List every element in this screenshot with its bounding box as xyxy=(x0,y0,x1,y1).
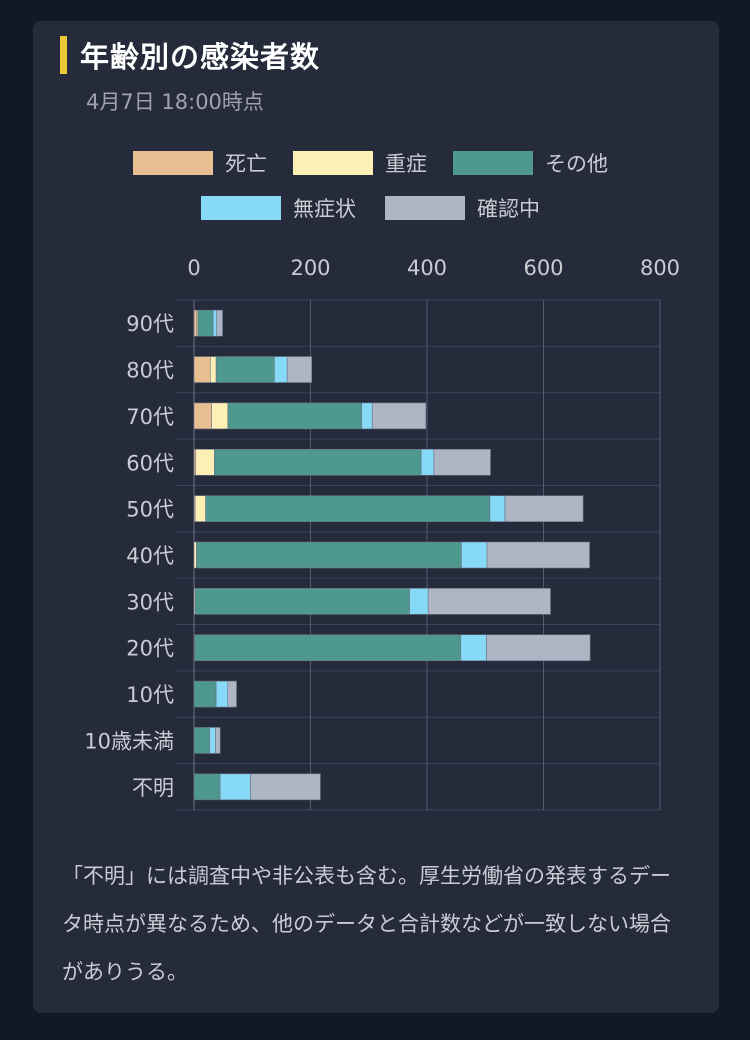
legend-item-confirming[interactable]: 確認中 xyxy=(385,195,540,221)
bar-segment[interactable] xyxy=(227,680,237,708)
legend-label-confirming: 確認中 xyxy=(477,197,540,221)
bar-segment[interactable] xyxy=(489,495,506,522)
legend-item-death[interactable]: 死亡 xyxy=(133,150,267,176)
bar-segment[interactable] xyxy=(194,588,410,615)
legend-swatch-death xyxy=(133,151,213,175)
y-category-label: 50代 xyxy=(126,498,174,522)
bar-segment[interactable] xyxy=(194,634,462,662)
y-category-label: 70代 xyxy=(126,405,174,429)
bar-segment[interactable] xyxy=(274,356,288,383)
bar-segment[interactable] xyxy=(197,309,214,337)
y-category-label: 90代 xyxy=(126,312,174,336)
chart-footnote: 「不明」には調査中や非公表も含む。厚生労働省の発表するデータ時点が異なるため、他… xyxy=(62,864,671,984)
bar-segment[interactable] xyxy=(216,309,223,337)
bar-segment[interactable] xyxy=(486,541,590,569)
bar-segment[interactable] xyxy=(195,448,215,476)
legend-label-death: 死亡 xyxy=(225,152,267,176)
bar-segment[interactable] xyxy=(212,309,218,337)
x-tick-label: 800 xyxy=(640,256,680,280)
bar-segment[interactable] xyxy=(193,680,217,708)
legend-swatch-severe xyxy=(293,151,373,175)
legend-swatch-confirming xyxy=(385,196,465,220)
x-tick-label: 400 xyxy=(407,256,447,280)
bar-segment[interactable] xyxy=(214,448,422,476)
chart-timestamp: 4月7日 18:00時点 xyxy=(86,90,264,114)
bar-segment[interactable] xyxy=(194,495,206,522)
x-tick-label: 600 xyxy=(523,256,563,280)
bar-segment[interactable] xyxy=(193,309,198,337)
bar-segment[interactable] xyxy=(193,727,211,754)
y-category-label: 40代 xyxy=(126,544,174,568)
bar-segment[interactable] xyxy=(193,773,221,801)
bar-segment[interactable] xyxy=(215,356,275,383)
legend-item-asymptomatic[interactable]: 無症状 xyxy=(201,195,356,221)
bar-segment[interactable] xyxy=(286,356,312,383)
legend-swatch-asymptomatic xyxy=(201,196,281,220)
bar-segment[interactable] xyxy=(210,356,217,383)
bar-segment[interactable] xyxy=(209,727,216,754)
legend-item-severe[interactable]: 重症 xyxy=(293,150,427,176)
legend-item-other[interactable]: その他 xyxy=(453,150,608,176)
y-category-label: 10歳未満 xyxy=(84,729,174,753)
bar-segment[interactable] xyxy=(371,402,427,430)
bar-segment[interactable] xyxy=(433,448,491,476)
y-category-label: 10代 xyxy=(126,683,174,707)
y-category-label: 不明 xyxy=(132,776,174,800)
bar-segment[interactable] xyxy=(361,402,373,430)
bar-segment[interactable] xyxy=(486,634,591,662)
bar-segment[interactable] xyxy=(504,495,584,522)
legend-label-asymptomatic: 無症状 xyxy=(293,197,356,221)
legend-swatch-other xyxy=(453,151,533,175)
bar-segment[interactable] xyxy=(427,588,551,615)
bar-segment[interactable] xyxy=(193,356,211,383)
bar-segment[interactable] xyxy=(215,680,229,708)
bar-segment[interactable] xyxy=(409,588,429,615)
y-category-label: 20代 xyxy=(126,637,174,661)
title-accent-bar xyxy=(60,36,67,74)
x-tick-label: 0 xyxy=(187,256,200,280)
legend-label-other: その他 xyxy=(545,152,608,176)
bar-segment[interactable] xyxy=(211,402,229,430)
y-category-label: 60代 xyxy=(126,451,174,475)
bar-segment[interactable] xyxy=(215,727,221,754)
x-tick-label: 200 xyxy=(290,256,330,280)
y-category-label: 30代 xyxy=(126,590,174,614)
bar-segment[interactable] xyxy=(193,541,197,569)
y-category-label: 80代 xyxy=(126,359,174,383)
bar-segment[interactable] xyxy=(219,773,251,801)
bar-chart: 0 200 400 600 800 90代 80代 70代 60代 50代 40代 30代 20代 10代… xyxy=(84,256,680,811)
bar-segment[interactable] xyxy=(461,541,488,569)
bar-segment[interactable] xyxy=(250,773,321,801)
bar-segment[interactable] xyxy=(193,402,212,430)
chart-title: 年齢別の感染者数 xyxy=(80,40,321,74)
bar-segment[interactable] xyxy=(227,402,363,430)
bar-segment[interactable] xyxy=(460,634,487,662)
legend-label-severe: 重症 xyxy=(385,152,427,176)
bar-segment[interactable] xyxy=(420,448,435,476)
bar-segment[interactable] xyxy=(205,495,491,522)
bar-segment[interactable] xyxy=(196,541,462,569)
